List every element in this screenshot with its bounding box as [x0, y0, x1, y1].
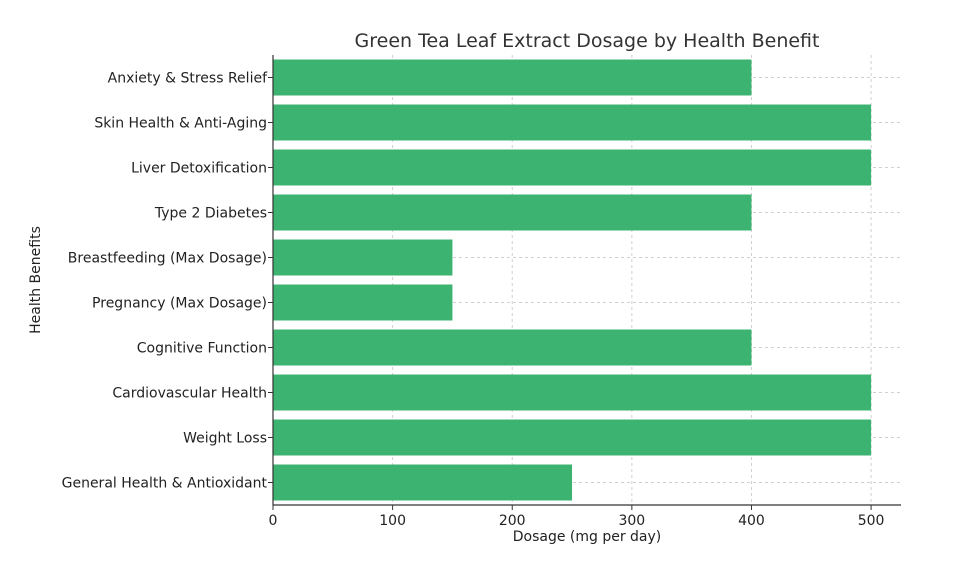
- y-category-label: Type 2 Diabetes: [154, 206, 267, 222]
- bars-layer: [273, 59, 872, 501]
- bar: [273, 194, 752, 231]
- y-category-label: Weight Loss: [183, 431, 267, 447]
- x-tick-label: 200: [499, 513, 526, 529]
- bar: [273, 464, 573, 501]
- x-tick-label: 100: [379, 513, 406, 529]
- y-category-labels: General Health & Antioxidant Weight Loss C…: [62, 71, 273, 492]
- y-category-label: Cognitive Function: [137, 341, 267, 357]
- y-category-label: Breastfeeding (Max Dosage): [68, 251, 267, 267]
- x-ticks: 0 100 200 300 400 500: [269, 505, 885, 529]
- y-category-label: Anxiety & Stress Relief: [108, 71, 268, 87]
- axes-layer: [272, 55, 901, 506]
- x-tick-label: 300: [618, 513, 645, 529]
- bar: [273, 284, 453, 321]
- x-tick-label: 400: [738, 513, 765, 529]
- y-category-label: General Health & Antioxidant: [62, 476, 268, 492]
- y-category-label: Cardiovascular Health: [112, 386, 267, 402]
- chart-title: Green Tea Leaf Extract Dosage by Health …: [355, 30, 820, 52]
- bar: [273, 104, 872, 141]
- x-tick-label: 0: [269, 513, 278, 529]
- x-tick-label: 500: [858, 513, 885, 529]
- bar: [273, 374, 872, 411]
- bar: [273, 149, 872, 186]
- bar: [273, 59, 752, 96]
- bar: [273, 239, 453, 276]
- y-category-label: Liver Detoxification: [131, 161, 267, 177]
- x-axis-label: Dosage (mg per day): [513, 529, 662, 545]
- bar: [273, 329, 752, 366]
- y-category-label: Skin Health & Anti-Aging: [94, 116, 267, 132]
- y-category-label: Pregnancy (Max Dosage): [92, 296, 267, 312]
- y-axis-label: Health Benefits: [28, 226, 44, 334]
- bar: [273, 419, 872, 456]
